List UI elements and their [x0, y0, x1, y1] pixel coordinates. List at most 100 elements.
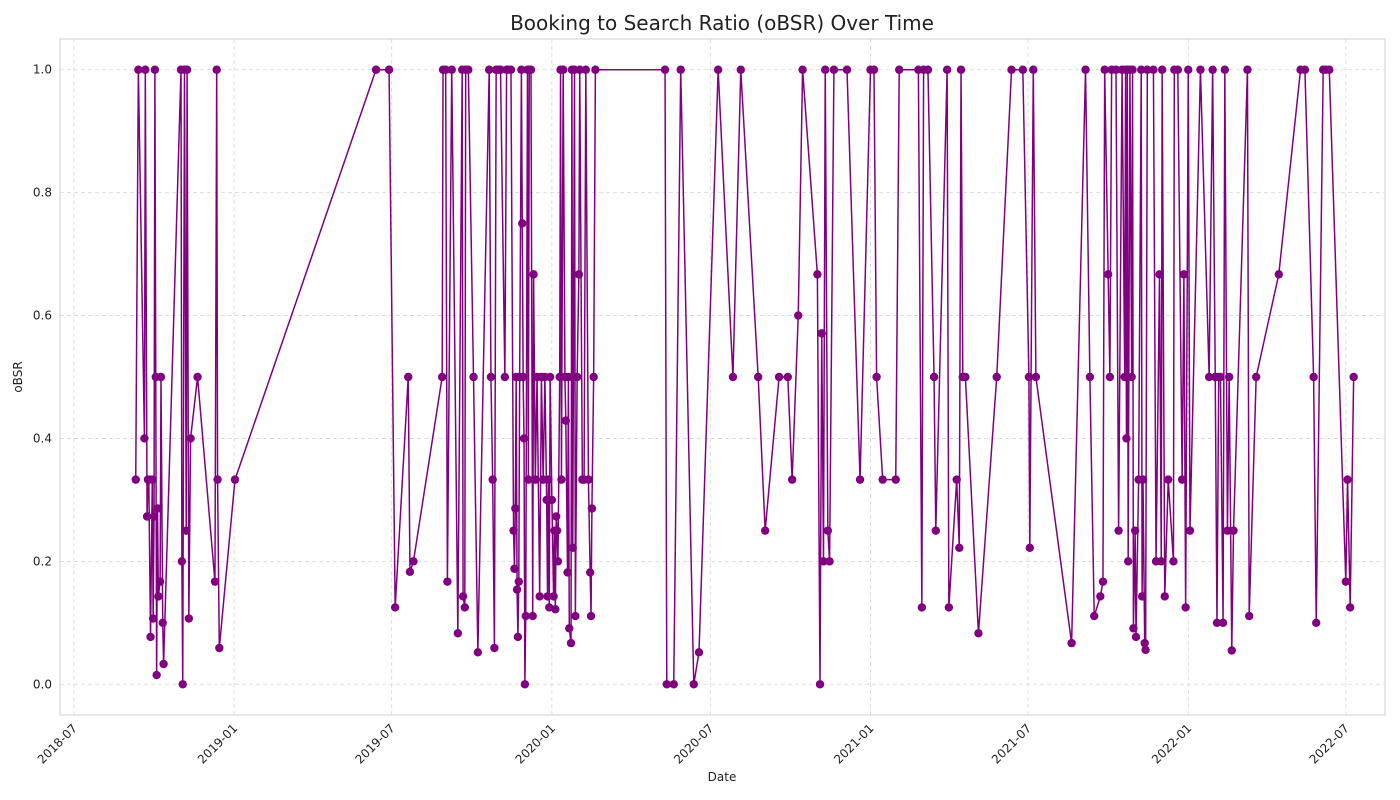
data-point: [500, 372, 510, 382]
series-obsr: [131, 65, 1358, 689]
x-tick-label: 2022-01: [1149, 721, 1194, 766]
data-point: [404, 372, 413, 382]
data-point: [813, 270, 822, 279]
data-point: [566, 638, 576, 648]
data-point: [1345, 603, 1355, 612]
data-point: [149, 512, 159, 521]
data-point: [669, 680, 678, 689]
data-point: [213, 475, 222, 484]
data-point: [575, 65, 584, 74]
data-point: [547, 495, 557, 505]
data-point: [524, 475, 533, 484]
data-point: [1274, 270, 1283, 279]
data-point: [552, 512, 561, 521]
data-point: [552, 526, 562, 535]
y-tick-labels: 0.0 0.2 0.4 0.6 0.8 1.0: [33, 63, 52, 692]
data-point: [942, 65, 952, 74]
data-point: [496, 65, 505, 74]
data-point: [156, 372, 166, 382]
data-point: [511, 504, 520, 513]
data-point: [1114, 526, 1123, 535]
data-point: [974, 629, 983, 638]
data-point: [1173, 65, 1183, 74]
data-point: [955, 543, 964, 553]
x-tick-label: 2021-01: [831, 721, 876, 766]
data-point: [528, 611, 537, 621]
data-point: [140, 434, 149, 443]
data-point: [571, 611, 580, 621]
data-point: [1081, 65, 1090, 74]
data-point: [561, 416, 570, 425]
data-point: [1123, 557, 1133, 566]
data-point: [823, 526, 833, 535]
data-point: [131, 475, 140, 484]
data-point: [794, 311, 803, 320]
data-point: [587, 504, 597, 513]
data-point: [1131, 632, 1141, 642]
data-point: [728, 372, 738, 382]
data-point: [589, 372, 598, 382]
data-point: [519, 434, 529, 443]
data-point: [783, 372, 792, 382]
x-tick-label: 2019-07: [352, 721, 397, 766]
data-point: [1216, 372, 1225, 382]
data-point: [581, 65, 591, 74]
data-point: [1149, 65, 1158, 74]
data-point: [1184, 65, 1193, 74]
data-point: [464, 65, 473, 74]
data-point: [409, 557, 418, 566]
data-point: [869, 65, 879, 74]
y-axis-label: oBSR: [11, 361, 25, 392]
data-point: [1105, 372, 1115, 382]
data-point: [825, 557, 834, 566]
data-point: [829, 65, 839, 74]
data-point: [1218, 618, 1228, 628]
data-point: [798, 65, 807, 74]
data-point: [1224, 372, 1234, 382]
data-point: [182, 526, 191, 535]
data-point: [1085, 372, 1095, 382]
data-point: [1141, 645, 1150, 655]
data-point: [1122, 434, 1131, 443]
y-tick-label: 0.4: [33, 431, 52, 445]
data-point: [1120, 372, 1129, 382]
data-point: [484, 65, 494, 74]
data-point: [1309, 372, 1318, 382]
data-point: [1137, 592, 1147, 601]
data-point: [535, 592, 544, 601]
data-point: [584, 475, 593, 484]
data-point: [1143, 65, 1152, 74]
data-point: [557, 475, 566, 484]
data-point: [390, 603, 400, 612]
data-point: [1223, 526, 1232, 535]
data-point: [564, 372, 573, 382]
data-point: [553, 557, 563, 566]
data-point: [1229, 526, 1238, 535]
data-point: [1007, 65, 1016, 74]
data-point: [159, 659, 168, 669]
data-point: [1251, 372, 1261, 382]
data-point: [574, 270, 584, 279]
data-point: [923, 65, 933, 74]
data-point: [1204, 372, 1214, 382]
y-tick-label: 0.2: [33, 554, 52, 568]
data-point: [1343, 475, 1352, 484]
data-point: [193, 372, 202, 382]
data-point: [518, 372, 528, 382]
y-tick-label: 1.0: [33, 63, 52, 77]
data-point: [488, 475, 497, 484]
data-point: [150, 65, 160, 74]
data-point: [148, 614, 158, 623]
data-point: [1024, 372, 1034, 382]
data-point: [891, 475, 900, 484]
y-tick-label: 0.0: [33, 677, 52, 691]
data-point: [506, 65, 516, 74]
data-point: [544, 475, 553, 484]
data-point: [1179, 270, 1189, 279]
data-point: [509, 526, 518, 535]
data-point: [819, 557, 828, 566]
data-point: [1128, 65, 1137, 74]
data-point: [1067, 638, 1076, 648]
x-tick-label: 2019-01: [195, 721, 240, 766]
